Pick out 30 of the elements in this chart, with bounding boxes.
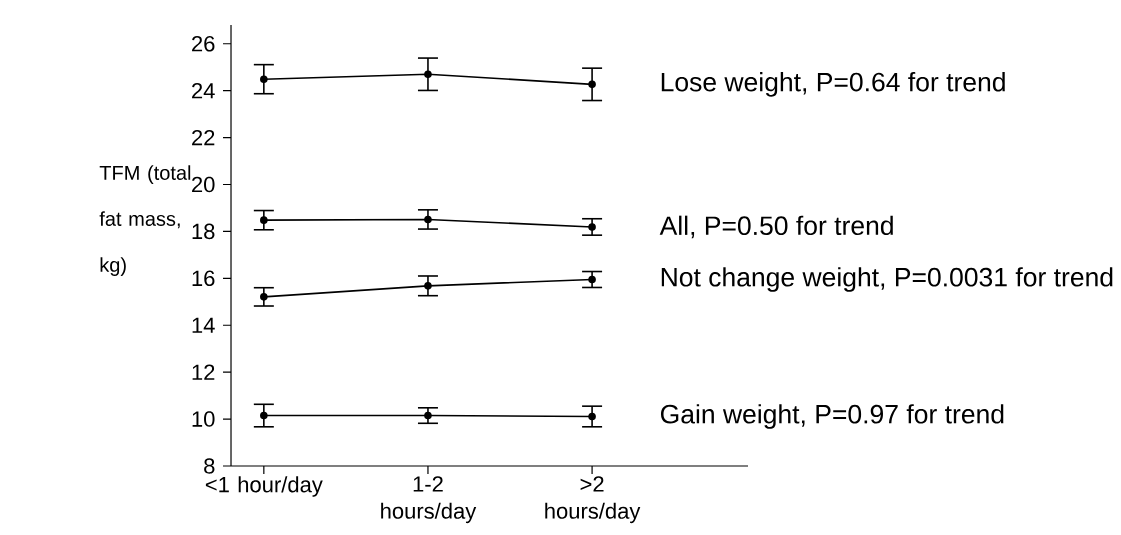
point <box>588 223 596 231</box>
y-tick-label: 8 <box>204 458 215 474</box>
x-tick-label: >2 hours/day <box>545 476 641 524</box>
point <box>424 282 432 290</box>
y-tick-label: 16 <box>192 270 215 287</box>
point <box>424 411 432 420</box>
text: Lose weight, P=0.64 for trend <box>661 72 1005 97</box>
point <box>588 412 596 421</box>
point <box>424 215 432 224</box>
y-tick-label: 14 <box>192 317 215 333</box>
point <box>260 411 268 420</box>
y-tick-label: 26 <box>192 35 215 52</box>
y-tick-label: 22 <box>192 129 215 146</box>
point <box>588 80 596 89</box>
y-tick-label: 18 <box>192 223 215 240</box>
point <box>260 75 268 83</box>
text: TFM (total fat mass, kg) <box>99 165 191 276</box>
y-tick-label: 24 <box>192 82 215 99</box>
point <box>260 293 268 301</box>
y-tick-label: 10 <box>192 411 215 427</box>
text: All, P=0.50 for trend <box>659 215 893 239</box>
x-tick-label: <1 hour/day <box>205 476 323 497</box>
y-tick-label: 12 <box>192 364 215 380</box>
point <box>424 70 432 79</box>
text: Not change weight, P=0.0031 for trend <box>661 267 1113 292</box>
point <box>588 275 596 284</box>
point <box>260 216 268 224</box>
x-tick-label: 1-2 hours/day <box>381 476 477 524</box>
y-tick-label: 20 <box>192 176 215 193</box>
text: Gain weight, P=0.97 for trend <box>660 404 1004 429</box>
